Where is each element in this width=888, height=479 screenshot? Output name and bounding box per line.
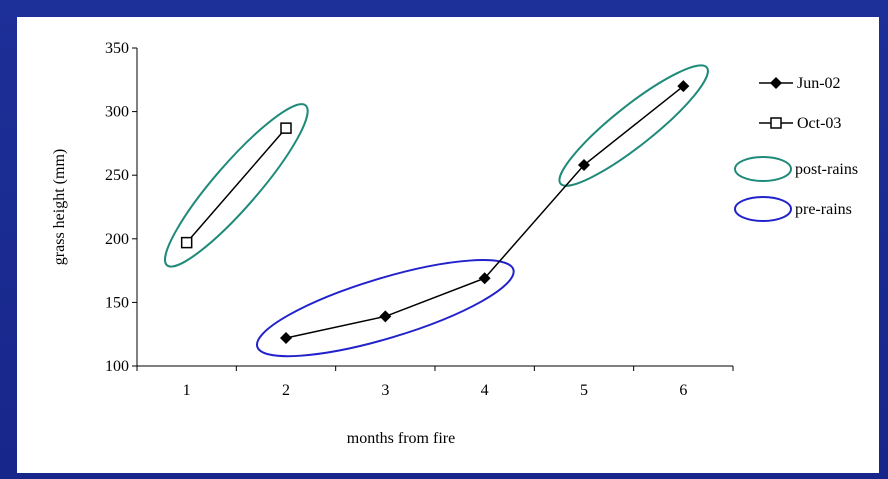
y-tick-label: 100 [105,358,129,375]
post-rains-ellipse [558,64,709,187]
legend-label: Jun-02 [797,75,841,92]
pre-rains-ellipse [255,259,515,358]
x-tick-label: 2 [282,382,290,399]
x-tick-label: 1 [183,382,191,399]
series-line [186,127,287,244]
legend-label: pre-rains [795,201,852,218]
line-chart: 100 150 200 250 300 350 1 2 3 4 5 6 Jun-02 Oct-03 pos… [51,40,858,447]
legend: Jun-02 Oct-03 post-rains pre-rains [734,75,858,222]
data-point [478,272,491,285]
axes: 100 150 200 250 300 350 1 2 3 4 5 6 [105,40,734,399]
data-point [578,159,590,172]
chart-panel: 100 150 200 250 300 350 1 2 3 4 5 6 Jun-02 Oct-03 pos… [17,17,879,473]
x-tick-label: 4 [481,382,489,399]
x-tick-label: 5 [580,382,588,399]
x-tick-label: 6 [679,382,687,399]
data-point [180,236,193,249]
x-axis-label: months from fire [347,430,455,447]
y-tick-label: 250 [105,167,129,184]
data-point [280,122,292,134]
series-layer [180,80,690,345]
post-rains-ellipse [164,103,309,268]
data-point [677,80,690,93]
legend-marker [770,77,782,89]
legend-marker [770,117,782,129]
x-tick-label: 3 [381,382,389,399]
y-axis-label: grass height (mm) [51,149,68,265]
legend-ellipse [734,196,792,222]
y-tick-label: 150 [105,294,129,311]
legend-label: Oct-03 [797,115,841,132]
y-tick-label: 300 [105,104,129,121]
series-jun-02 [280,80,690,345]
legend-ellipse [734,156,792,182]
data-point [280,332,292,345]
annotation-ellipses [164,64,709,358]
series-oct-03 [180,122,292,249]
y-tick-label: 350 [105,40,129,57]
legend-label: post-rains [795,161,858,178]
y-tick-label: 200 [105,231,129,248]
data-point [379,310,392,323]
